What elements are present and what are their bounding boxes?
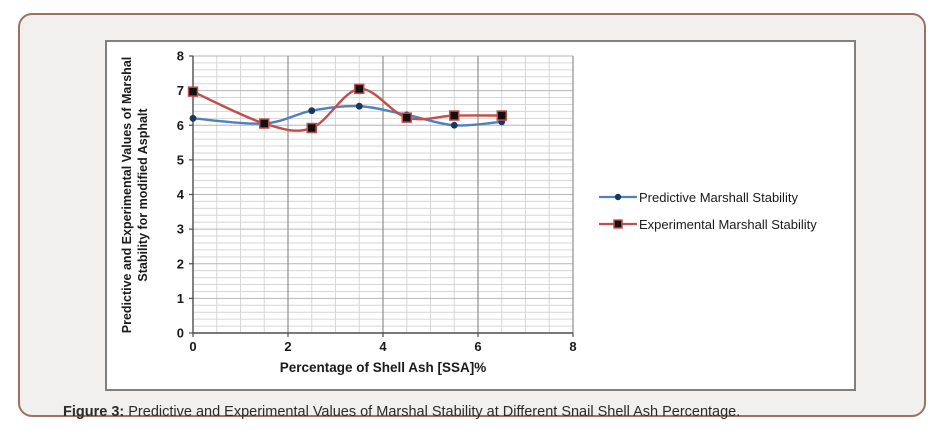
predictive-line-sample-icon [599, 193, 637, 201]
x-tick-label: 0 [189, 339, 196, 354]
y-tick-label: 6 [177, 118, 184, 133]
y-tick-label: 3 [177, 222, 184, 237]
caption-label: Figure 3: [63, 404, 125, 420]
experimental-data-point [401, 112, 412, 123]
figure-caption: Figure 3: Predictive and Experimental Va… [63, 404, 740, 420]
experimental-data-point [306, 122, 317, 134]
y-axis-title-line2: Stability for modified Asphalt [136, 108, 150, 282]
x-tick-label: 8 [569, 339, 576, 354]
x-tick-label: 4 [379, 339, 387, 354]
caption-text: Predictive and Experimental Values of Ma… [124, 404, 741, 420]
chart-container: 0 1 2 3 4 5 6 7 8 0 2 4 6 8 Predictive and Experiment… [105, 40, 856, 391]
predictive-data-point [450, 121, 458, 129]
x-axis-title: Percentage of Shell Ash [SSA]% [279, 360, 487, 375]
y-tick-label: 0 [177, 326, 184, 341]
experimental-line-sample-icon [599, 219, 637, 229]
marshall-stability-line-chart: 0 1 2 3 4 5 6 7 8 0 2 4 6 8 [177, 49, 577, 355]
legend-item-predictive: Predictive Marshall Stability [598, 186, 817, 208]
axes [189, 55, 574, 337]
y-tick-label: 2 [177, 256, 184, 271]
y-tick-label: 7 [177, 83, 184, 98]
experimental-data-point [449, 110, 460, 121]
legend-item-experimental: Experimental Marshall Stability [598, 213, 817, 235]
y-axis-title-line1: Predictive and Experimental Values of Ma… [119, 56, 134, 334]
predictive-data-point [189, 114, 197, 122]
y-axis-title: Predictive and Experimental Values of Ma… [119, 57, 152, 334]
series [187, 83, 507, 134]
figure-card: 0 1 2 3 4 5 6 7 8 0 2 4 6 8 Predictive and Experiment… [18, 13, 926, 420]
x-tick-label: 6 [474, 339, 481, 354]
legend-label-experimental: Experimental Marshall Stability [639, 216, 817, 232]
x-tick-label: 2 [284, 339, 291, 354]
experimental-data-point [496, 110, 507, 121]
experimental-data-point [187, 86, 199, 97]
experimental-data-point [259, 118, 270, 129]
y-tick-label: 5 [177, 152, 184, 167]
tick-labels: 0 1 2 3 4 5 6 7 8 0 2 4 6 8 [177, 49, 577, 355]
predictive-data-point [355, 102, 363, 110]
y-tick-label: 8 [177, 49, 184, 64]
y-tick-label: 1 [177, 291, 184, 306]
y-tick-label: 4 [177, 187, 185, 202]
gridlines [193, 55, 574, 333]
legend: Predictive Marshall Stability Experiment… [598, 186, 817, 240]
experimental-data-point [354, 83, 365, 95]
legend-label-predictive: Predictive Marshall Stability [639, 189, 798, 205]
predictive-data-point [308, 107, 316, 115]
